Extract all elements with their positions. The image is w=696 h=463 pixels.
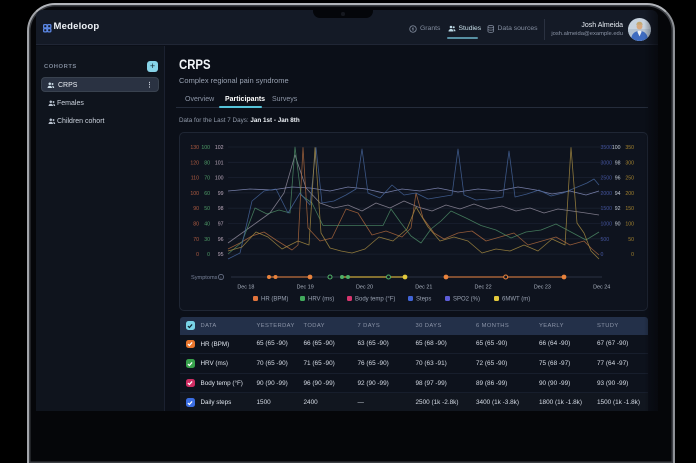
svg-text:0: 0 [631, 252, 634, 258]
svg-text:2500: 2500 [601, 175, 613, 181]
svg-text:96: 96 [218, 236, 224, 242]
svg-text:0: 0 [196, 252, 199, 258]
svg-text:Dec 20: Dec 20 [356, 284, 373, 290]
svg-text:100: 100 [612, 145, 621, 151]
svg-text:HR (BPM): HR (BPM) [261, 296, 288, 302]
svg-text:i: i [221, 274, 222, 279]
svg-text:130: 130 [190, 145, 199, 151]
svg-text:98: 98 [218, 206, 224, 212]
svg-text:Body temp (°F): Body temp (°F) [355, 296, 395, 302]
svg-text:3500: 3500 [601, 145, 613, 151]
svg-text:300: 300 [625, 160, 634, 166]
svg-text:94: 94 [615, 190, 621, 196]
svg-text:96: 96 [615, 175, 621, 181]
svg-text:90: 90 [193, 206, 199, 212]
svg-text:120: 120 [190, 160, 199, 166]
svg-text:95: 95 [218, 252, 224, 258]
svg-text:100: 100 [190, 190, 199, 196]
svg-text:97: 97 [218, 221, 224, 227]
svg-text:6MWT (m): 6MWT (m) [502, 296, 530, 302]
svg-text:250: 250 [625, 175, 634, 181]
svg-text:Steps: Steps [416, 296, 431, 302]
svg-text:60: 60 [204, 190, 210, 196]
svg-text:100: 100 [201, 145, 210, 151]
svg-text:70: 70 [193, 236, 199, 242]
svg-text:50: 50 [628, 236, 634, 242]
svg-text:99: 99 [218, 190, 224, 196]
svg-text:101: 101 [215, 160, 224, 166]
svg-text:100: 100 [625, 221, 634, 227]
svg-text:100: 100 [215, 175, 224, 181]
svg-text:Dec 22: Dec 22 [475, 284, 492, 290]
svg-text:98: 98 [615, 160, 621, 166]
svg-text:110: 110 [191, 175, 199, 181]
svg-text:500: 500 [601, 236, 610, 242]
svg-text:2000: 2000 [601, 190, 613, 196]
svg-text:Dec 19: Dec 19 [297, 284, 314, 290]
svg-text:80: 80 [204, 160, 210, 166]
svg-text:1500: 1500 [601, 206, 613, 212]
svg-text:102: 102 [215, 145, 224, 151]
svg-text:Dec 24: Dec 24 [593, 284, 610, 290]
svg-text:150: 150 [625, 206, 634, 212]
svg-text:350: 350 [625, 145, 634, 151]
svg-text:HRV (ms): HRV (ms) [308, 296, 334, 302]
svg-text:3000: 3000 [601, 160, 613, 166]
svg-text:0: 0 [207, 252, 210, 258]
svg-text:92: 92 [615, 206, 621, 212]
svg-text:90: 90 [615, 221, 621, 227]
svg-text:1000: 1000 [601, 221, 613, 227]
svg-text:0: 0 [601, 252, 604, 258]
svg-text:Dec 23: Dec 23 [534, 284, 551, 290]
svg-text:200: 200 [625, 190, 634, 196]
svg-text:80: 80 [193, 221, 199, 227]
svg-text:50: 50 [204, 206, 210, 212]
svg-text:70: 70 [204, 175, 210, 181]
svg-text:Symptoms: Symptoms [191, 275, 218, 281]
svg-text:Dec 18: Dec 18 [237, 284, 254, 290]
svg-text:Dec 21: Dec 21 [415, 284, 432, 290]
svg-text:SPO2 (%): SPO2 (%) [453, 296, 480, 302]
svg-text:40: 40 [204, 221, 210, 227]
svg-text:30: 30 [204, 236, 210, 242]
